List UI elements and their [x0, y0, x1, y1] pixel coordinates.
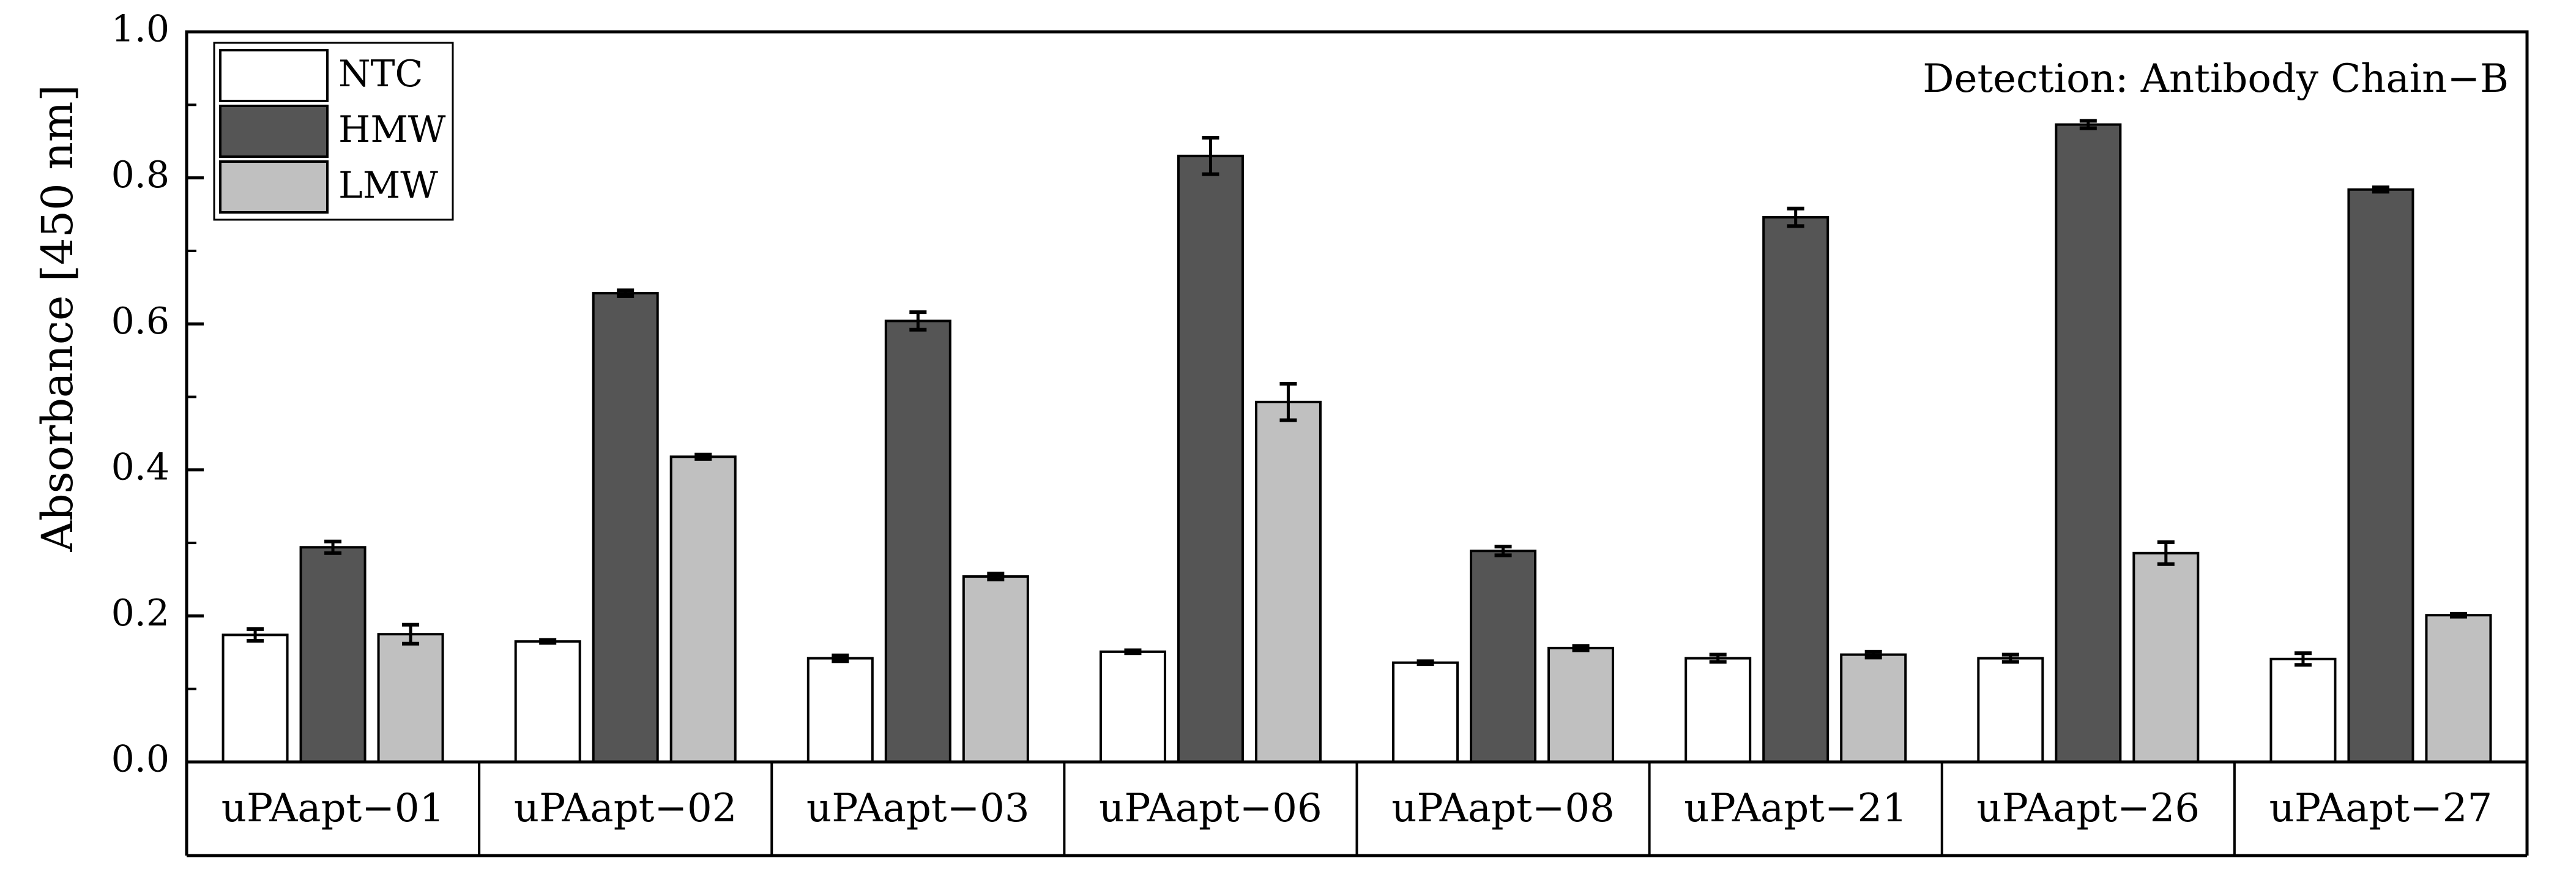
bar-lmw	[377, 633, 444, 763]
category-table: uPAapt−01 uPAapt−02 uPAapt−03 uPAapt−06 uPAa…	[185, 762, 2529, 857]
bar-ntc	[514, 640, 581, 764]
bar-hmw	[2347, 188, 2414, 763]
bar-lmw	[1547, 646, 1615, 763]
category-label: uPAapt−06	[1099, 786, 1322, 831]
bar-hmw	[592, 292, 659, 763]
bar-hmw	[2055, 123, 2122, 764]
category-label: uPAapt−01	[221, 786, 445, 831]
bar-ntc	[1392, 661, 1459, 763]
legend-swatch-ntc	[219, 49, 329, 102]
bar-lmw	[1840, 653, 1907, 764]
y-tick-label: 0.2	[111, 592, 169, 635]
bar-lmw	[2425, 614, 2492, 763]
bar-lmw	[1254, 400, 1322, 763]
bar-hmw	[884, 319, 951, 763]
annotation: Detection: Antibody Chain−B	[1923, 56, 2509, 102]
category-label: uPAapt−08	[1391, 786, 1615, 831]
bar-ntc	[1977, 657, 2044, 763]
legend-label: NTC	[338, 53, 423, 95]
legend-swatch-hmw	[219, 105, 329, 158]
legend-swatch-lmw	[219, 160, 329, 214]
category-label: uPAapt−03	[806, 786, 1030, 831]
bar-ntc	[806, 657, 874, 763]
y-axis-title: Absorbance [450 nm]	[32, 84, 83, 552]
bar-lmw	[2132, 551, 2200, 763]
bar-ntc	[221, 633, 289, 763]
y-tick-label: 0.6	[111, 300, 169, 343]
y-tick-label: 0.0	[111, 738, 169, 781]
category-label: uPAapt−27	[2269, 786, 2493, 831]
y-axis: 0.0 0.2 0.4 0.6 0.8 1.0	[111, 8, 204, 781]
legend: NTC HMW LMW	[213, 42, 454, 221]
bar-hmw	[299, 546, 367, 763]
y-tick-label: 0.4	[111, 446, 169, 488]
category-label: uPAapt−02	[514, 786, 737, 831]
category-label: uPAapt−21	[1684, 786, 1907, 831]
bar-hmw	[1177, 154, 1244, 763]
bar-ntc	[1684, 657, 1752, 763]
bar-hmw	[1762, 216, 1830, 764]
legend-label: HMW	[338, 108, 446, 151]
y-tick-label: 1.0	[111, 8, 169, 51]
bar-lmw	[962, 575, 1029, 764]
bar-lmw	[669, 455, 737, 763]
bar-ntc	[1099, 650, 1166, 764]
legend-label: LMW	[338, 164, 438, 207]
bars	[221, 123, 2492, 764]
bar-ntc	[2269, 657, 2337, 763]
bar-hmw	[1470, 550, 1537, 764]
category-label: uPAapt−26	[1977, 786, 2200, 831]
y-tick-label: 0.8	[111, 154, 169, 196]
error-bars	[247, 119, 2467, 667]
